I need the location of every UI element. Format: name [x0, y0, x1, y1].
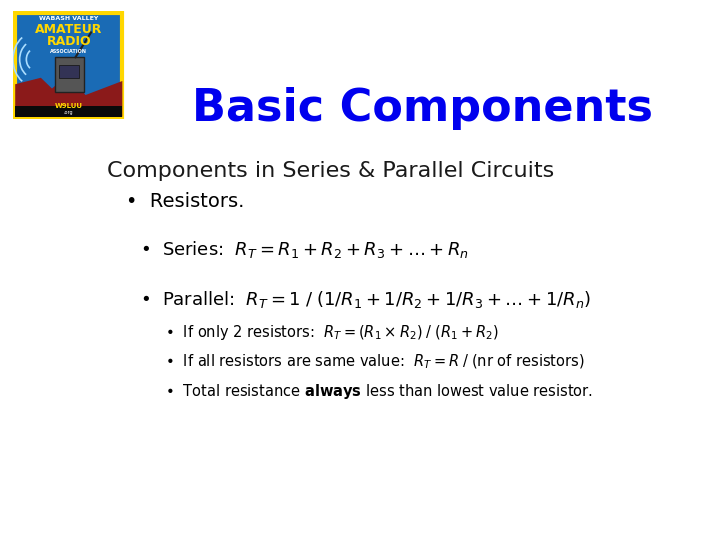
- Text: Basic Components: Basic Components: [192, 87, 652, 130]
- Text: •  Parallel:  $R_T = 1\;/\;(1/R_1 + 1/R_2 + 1/R_3 + \ldots + 1/R_n)$: • Parallel: $R_T = 1\;/\;(1/R_1 + 1/R_2 …: [140, 289, 591, 310]
- Text: •  Total resistance $\mathbf{always}$ less than lowest value resistor.: • Total resistance $\mathbf{always}$ les…: [166, 382, 593, 401]
- Text: AMATEUR: AMATEUR: [35, 23, 102, 36]
- Text: •  If only 2 resistors:  $R_T = (R_1 \times R_2)\;/\;(R_1 + R_2)$: • If only 2 resistors: $R_T = (R_1 \time…: [166, 323, 500, 342]
- Text: RADIO: RADIO: [47, 35, 91, 48]
- Bar: [15, 106, 122, 117]
- Text: WABASH VALLEY: WABASH VALLEY: [39, 16, 99, 21]
- Bar: [55, 57, 84, 92]
- Text: Components in Series & Parallel Circuits: Components in Series & Parallel Circuits: [107, 161, 554, 181]
- Text: •  Resistors.: • Resistors.: [126, 192, 245, 211]
- Text: .org: .org: [64, 110, 73, 115]
- Text: •  Series:  $R_T = R_1 + R_2 + R_3 + \ldots +R_n$: • Series: $R_T = R_1 + R_2 + R_3 + \ldot…: [140, 239, 469, 260]
- Polygon shape: [15, 73, 122, 117]
- Bar: [59, 65, 78, 78]
- Text: W9LUU: W9LUU: [55, 103, 83, 109]
- Text: ASSOCIATION: ASSOCIATION: [50, 49, 87, 55]
- Text: •  If all resistors are same value:  $R_T = R\;/\;$(nr of resistors): • If all resistors are same value: $R_T …: [166, 353, 585, 372]
